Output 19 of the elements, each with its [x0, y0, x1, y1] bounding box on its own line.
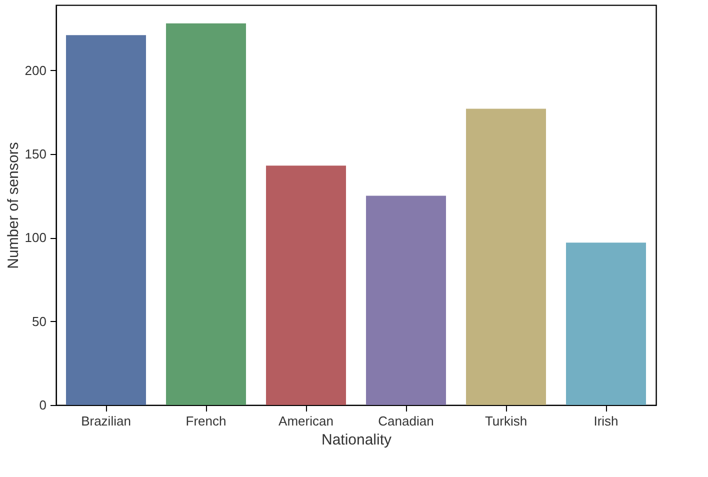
- bar: [266, 166, 346, 405]
- y-tick-label: 50: [32, 314, 46, 329]
- bar: [66, 35, 146, 405]
- x-tick-label: Turkish: [484, 414, 528, 428]
- x-tick-label: French: [186, 414, 226, 428]
- x-axis-title: Nationality: [321, 432, 392, 448]
- x-tick-label: American: [278, 414, 334, 428]
- x-tick-label: Irish: [594, 414, 618, 428]
- y-tick-label: 200: [24, 62, 46, 78]
- bar: [466, 108, 546, 405]
- bar: [566, 242, 646, 405]
- x-tick-label: Canadian: [378, 414, 434, 428]
- x-tick-label: Brazilian: [81, 414, 131, 428]
- bar: [366, 196, 446, 405]
- y-tick-label: 0: [39, 398, 46, 412]
- y-tick-label: 100: [24, 230, 46, 246]
- y-axis-title: Number of sensors: [4, 142, 22, 269]
- bar: [166, 23, 246, 405]
- y-tick-label: 150: [24, 146, 46, 162]
